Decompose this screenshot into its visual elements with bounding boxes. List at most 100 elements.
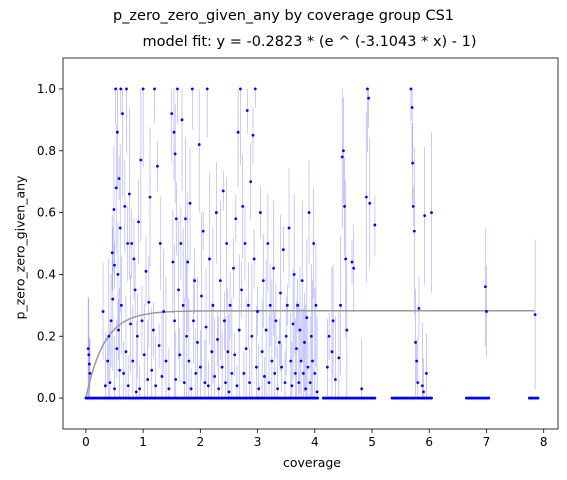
data-point [152, 328, 155, 332]
data-point [210, 350, 214, 354]
data-point [245, 109, 249, 112]
data-point [412, 229, 416, 233]
data-point [234, 217, 238, 221]
data-point [410, 106, 414, 109]
data-point [344, 257, 348, 261]
y-tick-label: 0.0 [37, 391, 56, 405]
data-point [241, 205, 245, 208]
data-point [233, 353, 237, 357]
data-point [122, 371, 126, 375]
data-point [330, 350, 334, 354]
x-tick-label: 8 [540, 435, 548, 449]
data-point [366, 87, 369, 91]
data-point [142, 353, 146, 357]
data-point [125, 87, 128, 91]
data-point [156, 164, 159, 168]
data-point [255, 365, 258, 369]
data-point [264, 328, 268, 332]
x-tick-label: 6 [425, 435, 433, 449]
plot-frame [62, 57, 559, 430]
data-point [252, 257, 256, 261]
x-axis-label: coverage [282, 455, 342, 470]
data-point [113, 387, 116, 391]
data-point [277, 341, 281, 344]
data-point [301, 371, 305, 375]
data-point [193, 279, 197, 282]
data-point [130, 242, 134, 245]
data-point [131, 359, 135, 363]
data-point [221, 189, 225, 193]
data-point [423, 214, 427, 218]
data-point [226, 350, 230, 354]
data-point [259, 211, 262, 214]
y-tick-label: 0.8 [37, 144, 56, 158]
data-point [150, 368, 154, 372]
data-point [281, 248, 285, 252]
data-point [134, 390, 138, 394]
data-point [305, 316, 309, 320]
data-point [227, 390, 231, 394]
data-point [306, 365, 310, 369]
data-point [295, 347, 298, 351]
data-point [237, 328, 241, 332]
data-point [144, 269, 148, 273]
data-point [118, 226, 122, 230]
data-point [139, 158, 143, 162]
data-point [180, 118, 184, 122]
data-point [167, 387, 171, 391]
data-point [103, 384, 107, 388]
data-point [160, 375, 164, 378]
data-point [126, 384, 130, 388]
data-point [208, 257, 211, 261]
data-point [236, 130, 240, 134]
data-point [87, 362, 91, 366]
data-point [311, 359, 314, 363]
data-point [304, 387, 308, 391]
data-point [137, 220, 140, 224]
data-point [331, 319, 335, 323]
data-point [203, 381, 207, 385]
data-point [119, 87, 123, 91]
data-point [204, 325, 208, 329]
data-point [364, 195, 368, 199]
data-point [101, 310, 105, 313]
data-point [216, 337, 219, 341]
data-point [327, 334, 331, 338]
data-point [247, 303, 250, 307]
data-point [312, 242, 316, 245]
data-point [266, 242, 270, 245]
data-point [342, 149, 345, 153]
y-tick-label: 0.2 [37, 329, 56, 343]
data-point [182, 381, 186, 385]
data-point [217, 387, 221, 391]
data-point [121, 112, 124, 116]
x-tick-label: 7 [483, 435, 491, 449]
data-point [228, 303, 232, 307]
data-point [248, 381, 251, 385]
data-point [296, 303, 300, 307]
data-point [173, 152, 177, 156]
data-point [267, 381, 271, 385]
data-point [274, 319, 278, 323]
data-point [112, 208, 116, 211]
data-point [257, 387, 261, 391]
data-point [126, 242, 130, 245]
data-point [339, 303, 342, 307]
data-point [138, 387, 142, 391]
data-point [414, 341, 417, 344]
data-point [291, 322, 295, 326]
data-point [157, 344, 161, 347]
data-point [224, 381, 227, 385]
data-point [124, 350, 128, 354]
data-point [211, 303, 215, 307]
data-point [303, 341, 306, 344]
data-point [114, 186, 118, 190]
data-point [261, 279, 265, 282]
data-point [190, 87, 194, 91]
data-point [293, 371, 297, 375]
data-point [222, 319, 226, 323]
data-point [424, 371, 428, 375]
data-point [232, 266, 235, 270]
y-axis-ticks: 0.0 0.2 0.4 0.6 0.8 1.0 [37, 82, 63, 405]
x-tick-label: 4 [311, 435, 319, 449]
